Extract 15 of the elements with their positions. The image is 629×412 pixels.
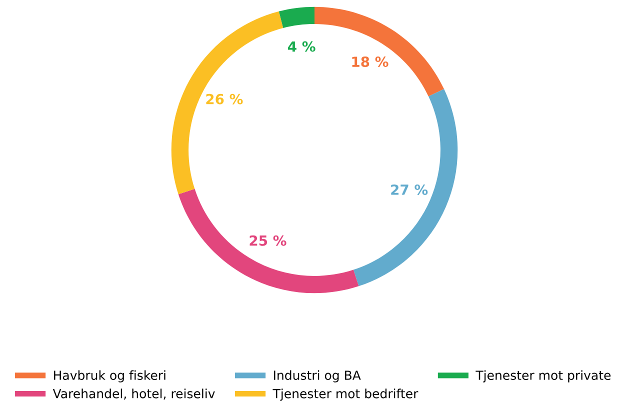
legend-label: Varehandel, hotel, reiseliv (52, 388, 215, 400)
donut-slice (278, 6, 314, 28)
donut-slice (314, 6, 444, 96)
data-label: 25 % (250, 235, 286, 246)
legend-label: Tjenester mot bedrifter (272, 388, 418, 401)
donut-slice (171, 11, 284, 194)
donut-slice (353, 89, 458, 286)
data-label: 27 % (391, 184, 428, 195)
donut-slice (178, 188, 359, 294)
data-label: 18 % (352, 56, 388, 68)
legend-label: Tjenester mot private (476, 370, 611, 382)
data-label: 26 % (206, 94, 243, 104)
legend-label: Industri og BA (274, 370, 361, 382)
legend-label: Havbruk og fiskeri (54, 370, 166, 382)
data-label: 4 % (288, 41, 316, 52)
